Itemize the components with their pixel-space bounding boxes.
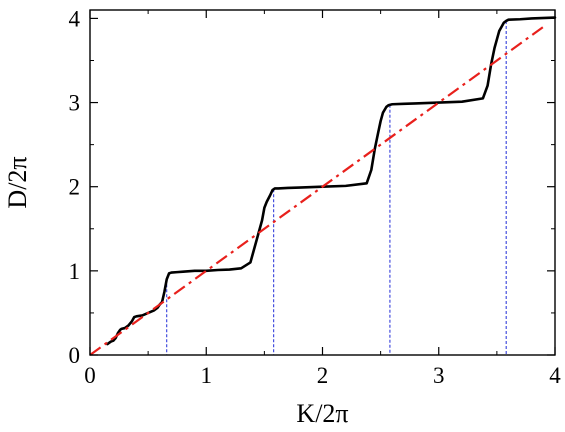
tick-labels: 0 1 2 3 4 0 1 2 3 4 [69,6,562,388]
x-tick-label: 1 [201,363,213,388]
x-axis-label: K/2π [296,399,348,428]
x-tick-label: 0 [84,363,96,388]
y-tick-label: 2 [69,175,81,200]
y-tick-label: 1 [69,259,81,284]
x-tick-label: 4 [549,363,561,388]
y-tick-label: 4 [69,6,81,31]
plot-marks [89,16,557,356]
x-tick-label: 2 [317,363,329,388]
series-line-dashdot [89,25,545,356]
x-tick-label: 3 [433,363,445,388]
ticks [89,10,556,356]
y-tick-label: 3 [69,91,81,116]
y-axis-label: D/2π [3,156,32,208]
series-line-solid [106,16,557,346]
y-tick-label: 0 [69,343,81,368]
